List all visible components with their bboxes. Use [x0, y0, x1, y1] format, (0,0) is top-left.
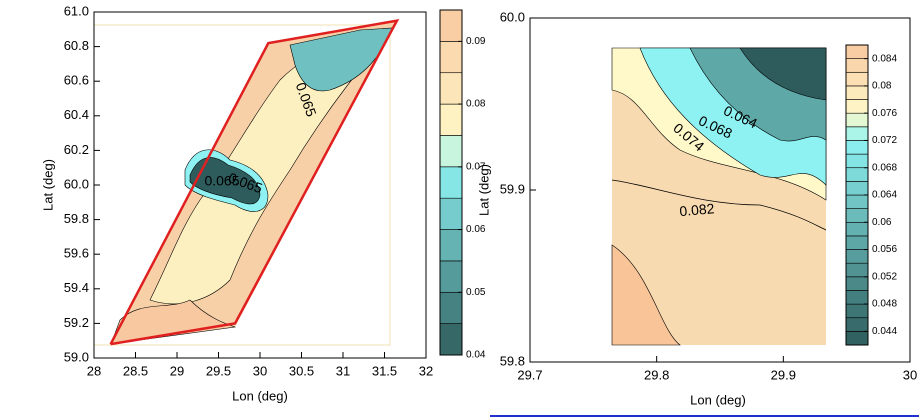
- colorbar-tick-label: 0.044: [872, 326, 897, 337]
- colorbar-tick-label: 0.056: [872, 244, 897, 255]
- colorbar-band: [845, 262, 869, 278]
- x-tick-label: 29.8: [644, 367, 669, 382]
- x-tick-label: 28.5: [123, 363, 148, 378]
- x-tick-label: 29.5: [206, 363, 231, 378]
- colorbar-band: [845, 194, 869, 209]
- colorbar-tick-label: 0.07: [466, 161, 486, 172]
- colorbar-band: [845, 126, 869, 141]
- colorbar-band: [845, 208, 869, 223]
- colorbar-band: [845, 303, 869, 319]
- colorbar-tick-label: 0.084: [872, 53, 897, 64]
- field-band: [611, 244, 681, 346]
- x-tick-label: 31: [336, 363, 350, 378]
- colorbar-band: [845, 140, 869, 155]
- y-tick-label: 60.6: [64, 73, 89, 88]
- colorbar-band: [845, 221, 869, 237]
- contour-field: [611, 47, 827, 346]
- colorbar-tick-label: 0.048: [872, 299, 897, 310]
- colorbar-band: [845, 112, 869, 128]
- colorbar-band: [845, 249, 869, 264]
- y-tick-label: 59.8: [500, 353, 525, 368]
- x-tick-label: 30.5: [289, 363, 314, 378]
- y-tick-label: 59.0: [64, 349, 89, 364]
- x-tick-label: 31.5: [372, 363, 397, 378]
- contour-label: 0.082: [679, 200, 716, 219]
- colorbar-band: [845, 153, 869, 169]
- colorbar-band: [439, 72, 463, 105]
- colorbar-band: [845, 167, 869, 182]
- colorbar: 0.044 0.048 0.052 0.056 0.06 0.064 0.068 0.072 0…: [845, 44, 897, 346]
- colorbar-tick-label: 0.072: [872, 135, 897, 146]
- colorbar-tick-label: 0.076: [872, 108, 897, 119]
- colorbar-tick-label: 0.08: [466, 99, 486, 110]
- y-axis-label: Lat (deg): [40, 159, 55, 211]
- colorbar-band: [439, 323, 463, 356]
- colorbar-tick-label: 0.068: [872, 162, 897, 173]
- colorbar-band: [845, 71, 869, 87]
- x-axis-label: Lon (deg): [690, 392, 746, 407]
- colorbar-band: [845, 331, 869, 346]
- x-tick-label: 32: [419, 363, 433, 378]
- colorbar-band: [439, 9, 463, 42]
- y-tick-label: 59.9: [500, 181, 525, 196]
- y-tick-label: 59.2: [64, 315, 89, 330]
- field-band: [189, 157, 261, 205]
- colorbar-tick-label: 0.064: [872, 190, 897, 201]
- colorbar-band: [845, 85, 869, 100]
- y-tick-label: 60.0: [500, 9, 525, 24]
- colorbar-band: [845, 290, 869, 305]
- colorbar-tick-label: 0.09: [466, 36, 486, 47]
- contour-field: [93, 21, 397, 346]
- colorbar-tick-label: 0.052: [872, 271, 897, 282]
- y-tick-label: 60.4: [64, 107, 89, 122]
- y-tick-label: 59.4: [64, 280, 89, 295]
- colorbar: 0.04 0.05 0.06 0.07 0.08 0.09: [439, 9, 486, 361]
- colorbar-band: [845, 44, 869, 59]
- boundary: [109, 18, 400, 346]
- y-tick-label: 59.6: [64, 246, 89, 261]
- colorbar-frame: [439, 9, 463, 356]
- colorbar-band: [845, 181, 869, 196]
- colorbar-tick-label: 0.06: [872, 217, 892, 228]
- contour-label: 0.065: [204, 173, 239, 189]
- colorbar-band: [439, 260, 463, 293]
- field-band: [739, 47, 827, 101]
- x-tick-label: 30: [903, 367, 917, 382]
- colorbar-band: [439, 103, 463, 136]
- y-tick-label: 60.0: [64, 176, 89, 191]
- colorbar-band: [845, 276, 869, 291]
- colorbar-band: [845, 99, 869, 114]
- colorbar-band: [439, 197, 463, 230]
- x-axis-label: Lon (deg): [232, 388, 288, 403]
- colorbar-tick-label: 0.08: [872, 81, 892, 92]
- y-tick-label: 59.8: [64, 211, 89, 226]
- colorbar-band: [845, 58, 869, 73]
- field-band: [110, 299, 237, 345]
- colorbar-band: [439, 41, 463, 74]
- colorbar-tick-label: 0.04: [466, 350, 486, 361]
- colorbar-band: [439, 135, 463, 168]
- y-tick-label: 60.8: [64, 38, 89, 53]
- colorbar-tick-label: 0.06: [466, 224, 486, 235]
- x-tick-label: 29.7: [517, 367, 542, 382]
- x-tick-label: 30: [253, 363, 267, 378]
- x-tick-label: 29.9: [771, 367, 796, 382]
- x-tick-label: 29: [170, 363, 184, 378]
- colorbar-band: [845, 235, 869, 250]
- x-tick-label: 28: [87, 363, 101, 378]
- y-tick-label: 61.0: [64, 3, 89, 18]
- y-axis-label: Lat (deg): [476, 164, 491, 216]
- colorbar-tick-label: 0.05: [466, 287, 486, 298]
- colorbar-band: [439, 229, 463, 262]
- y-tick-label: 60.2: [64, 142, 89, 157]
- colorbar-band: [439, 291, 463, 324]
- colorbar-band: [439, 166, 463, 199]
- colorbar-band: [845, 317, 869, 332]
- contour-line: [611, 179, 827, 231]
